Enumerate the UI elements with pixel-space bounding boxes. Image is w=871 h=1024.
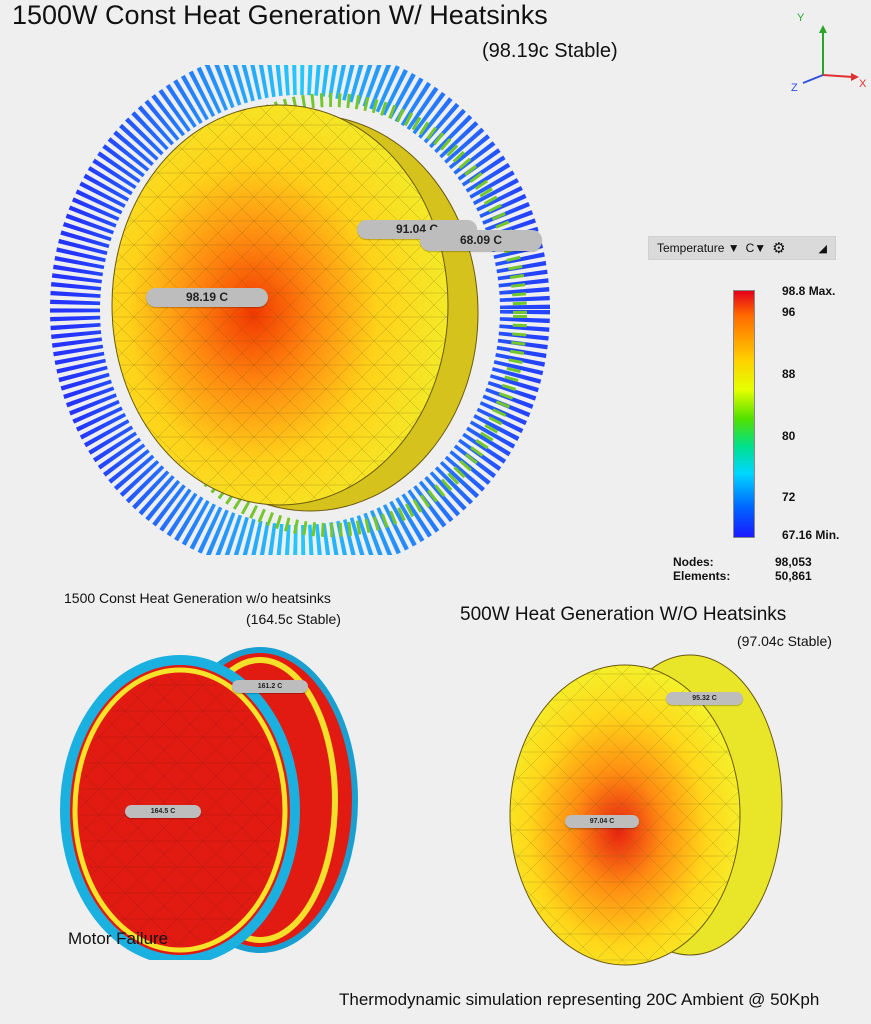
quantity-label: Temperature	[657, 241, 725, 255]
heatsink-fins	[50, 65, 550, 555]
legend-min-label: 67.16 Min.	[782, 528, 840, 542]
legend-max-label: 98.8 Max.	[782, 284, 836, 298]
legend-tick: 80	[782, 429, 796, 443]
right-model-view[interactable]	[505, 635, 790, 970]
right-view-subtitle: (97.04c Stable)	[737, 633, 832, 649]
nodes-value: 98,053	[775, 555, 812, 569]
quantity-dropdown[interactable]: Temperature ▼	[657, 241, 740, 255]
gear-icon[interactable]: ⚙	[772, 240, 786, 257]
unit-label: C	[745, 241, 755, 255]
probe-label-left-rim[interactable]: 161.2 C	[232, 680, 308, 693]
z-axis-label: Z	[791, 82, 798, 94]
nodes-label: Nodes:	[673, 555, 714, 569]
probe-label-right-center[interactable]: 97.04 C	[565, 815, 639, 828]
legend-tick: 72	[782, 490, 796, 504]
unit-dropdown[interactable]: C▼	[746, 241, 767, 255]
motor-failure-note: Motor Failure	[68, 929, 169, 948]
z-axis-line	[802, 74, 824, 84]
legend-toolbar: Temperature ▼ C▼ ⚙ ◢	[648, 236, 836, 260]
probe-label-center[interactable]: 98.19 C	[146, 288, 268, 307]
left-view-subtitle: (164.5c Stable)	[246, 611, 341, 627]
footer-caption: Thermodynamic simulation representing 20…	[339, 990, 820, 1009]
elements-label: Elements:	[673, 569, 731, 583]
probe-label-right-rim[interactable]: 95.32 C	[666, 692, 743, 705]
x-axis-line	[822, 74, 854, 78]
disc-mesh	[112, 105, 448, 505]
axis-triad[interactable]: Y Z X	[785, 5, 871, 95]
right-view-title: 500W Heat Generation W/O Heatsinks	[460, 604, 787, 625]
main-title: 1500W Const Heat Generation W/ Heatsinks	[12, 0, 548, 30]
legend-tick: 96	[782, 305, 796, 319]
x-axis-label: X	[859, 78, 867, 90]
probe-label-heatsink[interactable]: 68.09 C	[420, 230, 542, 251]
color-scale-bar	[733, 290, 755, 538]
y-axis-label: Y	[797, 12, 805, 24]
left-model-view[interactable]	[60, 620, 360, 960]
collapse-icon[interactable]: ◢	[818, 242, 827, 255]
main-subtitle: (98.19c Stable)	[482, 40, 618, 62]
chevron-down-icon: ▼	[754, 241, 767, 255]
main-model-view[interactable]	[50, 65, 550, 555]
left-view-title: 1500 Const Heat Generation w/o heatsinks	[64, 590, 331, 606]
left-disc-face-ring	[72, 667, 288, 953]
legend-tick: 88	[782, 367, 796, 381]
chevron-down-icon: ▼	[727, 241, 740, 255]
x-axis-arrow	[851, 73, 859, 81]
elements-value: 50,861	[775, 569, 812, 583]
probe-label-left-center[interactable]: 164.5 C	[125, 805, 201, 818]
y-axis-arrow	[819, 25, 827, 33]
